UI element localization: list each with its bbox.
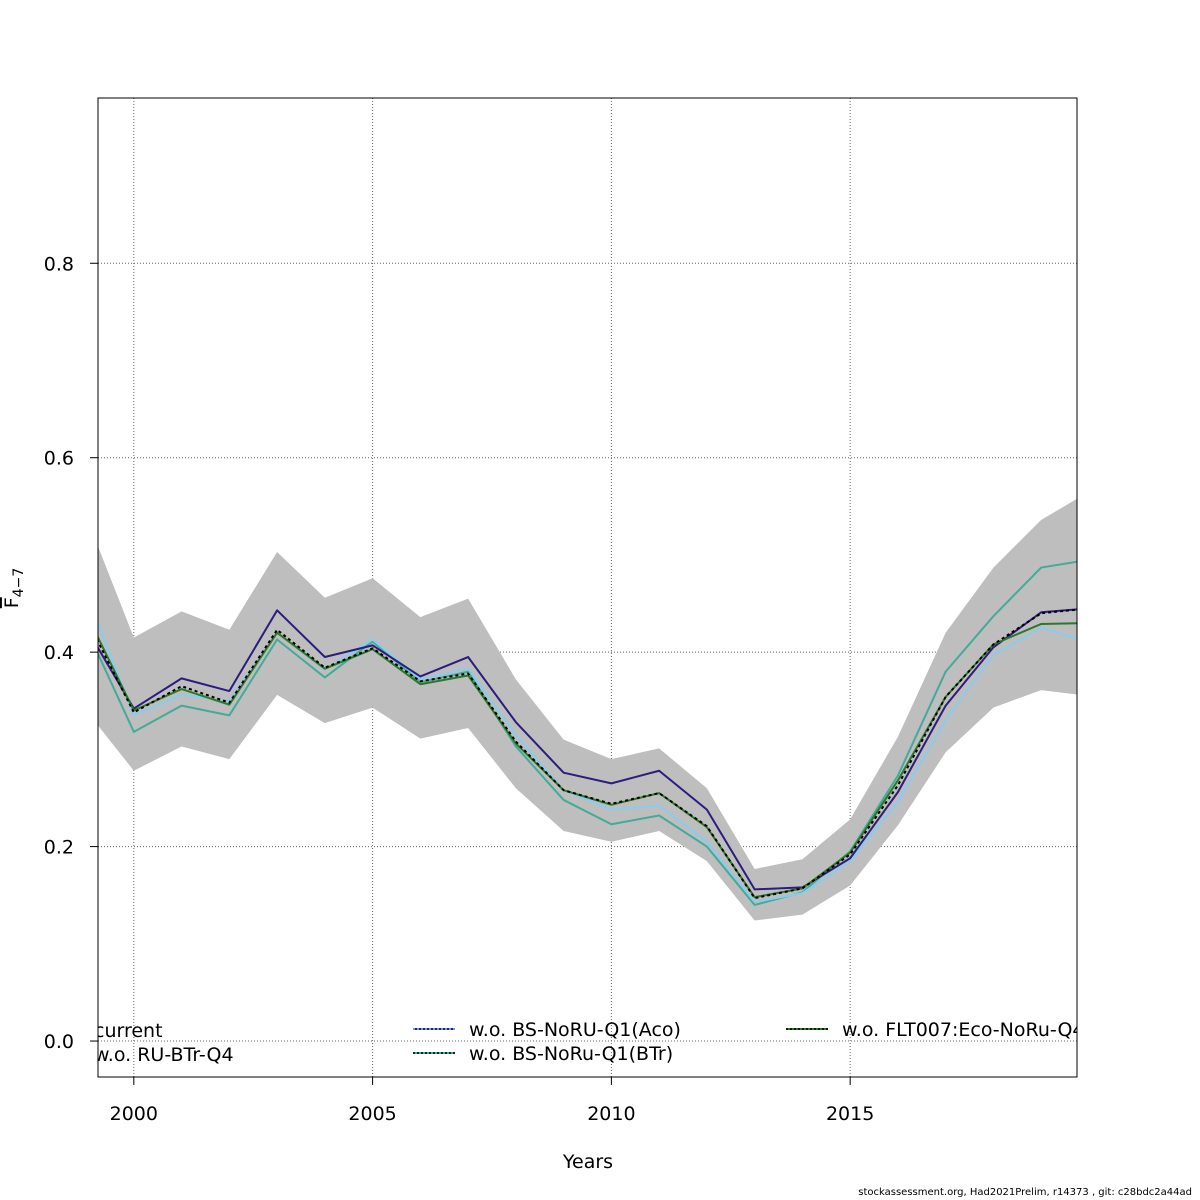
plot-area: current w.o. BS-NoRU-Q1(Aco) w.o. FLT007:E…	[94, 498, 1084, 1066]
x-tick-label: 2015	[826, 1103, 874, 1125]
x-axis-title: Years	[562, 1151, 613, 1173]
x-axis: 2000 2005 2010 2015	[110, 1077, 874, 1125]
legend-label: w.o. BS-NoRU-Q1(Aco)	[469, 1019, 681, 1041]
plot-frame	[97, 97, 1078, 1078]
y-tick-label: 0.2	[44, 837, 74, 859]
y-tick-label: 0.4	[44, 642, 74, 664]
y-axis-title-subscript: 4−7	[11, 568, 27, 598]
y-axis: 0.0 0.2 0.4 0.6 0.8	[44, 253, 98, 1053]
legend-label: w.o. BS-NoRu-Q1(BTr)	[469, 1043, 673, 1065]
y-tick-label: 0.8	[44, 253, 74, 275]
y-tick-label: 0.0	[44, 1031, 74, 1053]
series-line	[98, 622, 1077, 899]
legend-label: w.o. RU-BTr-Q4	[94, 1044, 234, 1066]
svg-text:F4−7: F4−7	[1, 568, 27, 608]
series-line	[98, 608, 1077, 891]
series-lines	[98, 560, 1077, 906]
confidence-band	[98, 498, 1077, 921]
series-line	[98, 560, 1077, 906]
legend-label: w.o. FLT007:Eco-NoRu-Q4	[842, 1019, 1084, 1041]
footer-caption: stockassessment.org, Had2021Prelim, r143…	[858, 1187, 1192, 1198]
y-axis-title: F4−7	[1, 568, 27, 608]
legend: current w.o. BS-NoRU-Q1(Aco) w.o. FLT007:E…	[94, 1019, 1084, 1066]
x-tick-label: 2000	[110, 1103, 158, 1125]
y-tick-label: 0.6	[44, 448, 74, 470]
series-line	[98, 608, 1077, 900]
x-tick-label: 2010	[587, 1103, 635, 1125]
grid-lines	[98, 98, 1077, 1077]
y-axis-title-base: F	[1, 597, 23, 608]
x-tick-label: 2005	[348, 1103, 396, 1125]
legend-label: current	[94, 1020, 163, 1042]
